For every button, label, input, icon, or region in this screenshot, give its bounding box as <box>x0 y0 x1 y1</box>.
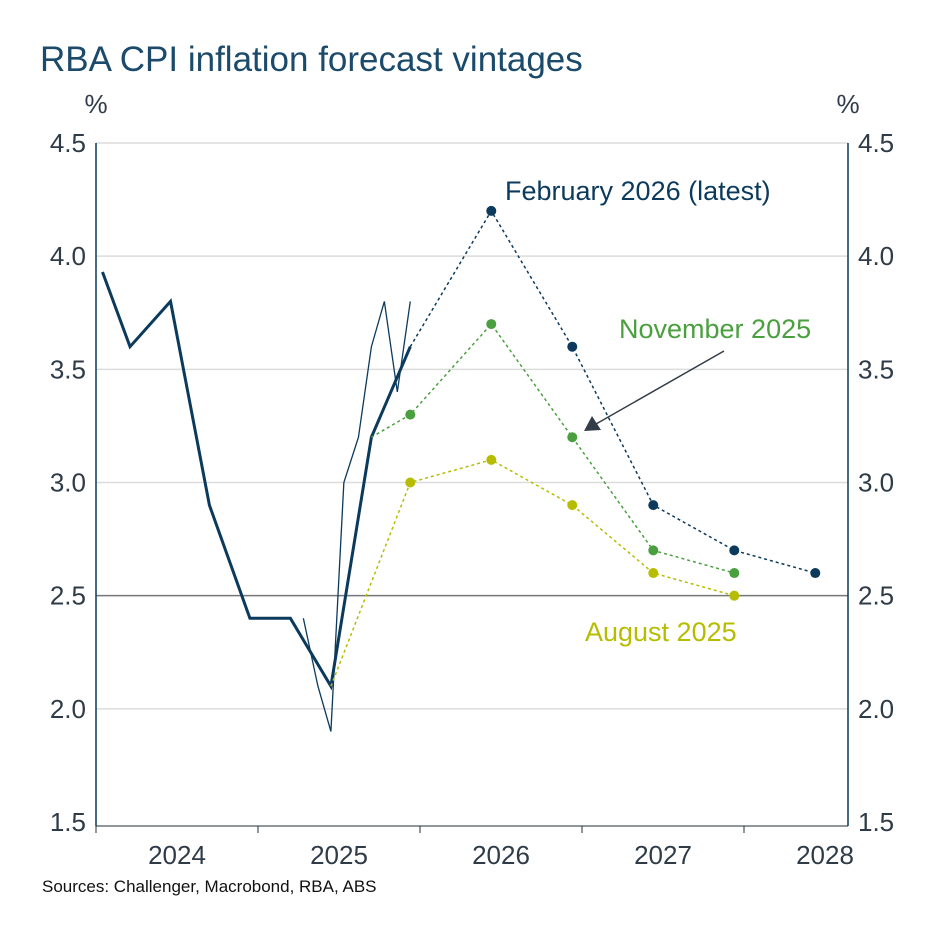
data-point <box>405 409 416 420</box>
data-point <box>405 477 416 488</box>
data-point <box>729 545 740 556</box>
data-point <box>729 568 740 579</box>
chart-title: RBA CPI inflation forecast vintages <box>40 40 583 79</box>
data-point <box>648 500 659 511</box>
y-tick-label-right: 1.5 <box>858 807 894 837</box>
y-tick-label-right: 4.0 <box>858 241 894 271</box>
data-point <box>729 590 740 601</box>
nov-2025-forecast-line <box>371 322 735 574</box>
y-tick-label-left: 2.5 <box>50 581 86 611</box>
y-tick-label-left: 4.5 <box>50 128 86 158</box>
y-tick-label-left: 4.0 <box>50 241 86 271</box>
aug-2025-forecast-line <box>330 459 735 687</box>
y-unit-left: % <box>84 89 107 119</box>
y-tick-label-right: 3.0 <box>858 468 894 498</box>
x-tick-label: 2024 <box>148 840 206 870</box>
data-point <box>810 568 821 579</box>
data-point <box>648 545 659 556</box>
actual-monthly-line <box>302 301 411 732</box>
x-tick-label: 2025 <box>310 840 368 870</box>
label-feb-2026: February 2026 (latest) <box>505 176 771 206</box>
y-tick-label-right: 3.5 <box>858 354 894 384</box>
y-tick-label-left: 1.5 <box>50 807 86 837</box>
y-tick-label-right: 2.0 <box>858 694 894 724</box>
data-point <box>486 205 497 216</box>
y-tick-label-left: 3.5 <box>50 354 86 384</box>
actual-quarterly-line <box>101 271 412 691</box>
data-point <box>567 341 578 352</box>
x-tick-label: 2026 <box>472 840 530 870</box>
label-aug-2025: August 2025 <box>585 617 737 647</box>
label-nov-2025: November 2025 <box>619 314 811 344</box>
y-tick-label-left: 3.0 <box>50 468 86 498</box>
data-point <box>486 454 497 465</box>
data-point <box>567 432 578 443</box>
data-point <box>648 568 659 579</box>
feb-2026-forecast-line <box>409 209 816 574</box>
x-tick-label: 2027 <box>634 840 692 870</box>
data-point <box>486 319 497 330</box>
annotation-arrow-line <box>595 350 725 425</box>
y-tick-label-right: 4.5 <box>858 128 894 158</box>
annotation-arrow-head-icon <box>584 416 601 431</box>
source-note: Sources: Challenger, Macrobond, RBA, ABS <box>42 877 377 896</box>
y-unit-right: % <box>836 89 859 119</box>
y-tick-label-left: 2.0 <box>50 694 86 724</box>
x-tick-label: 2028 <box>796 840 854 870</box>
y-tick-label-right: 2.5 <box>858 581 894 611</box>
data-point <box>567 500 578 511</box>
